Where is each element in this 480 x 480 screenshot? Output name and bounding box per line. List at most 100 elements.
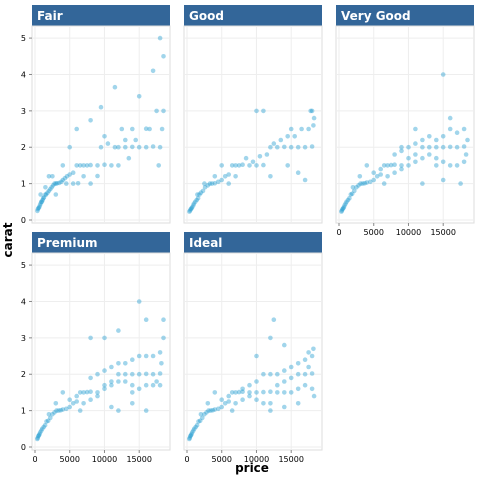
data-point xyxy=(257,154,263,159)
data-point xyxy=(447,126,453,132)
data-point xyxy=(136,353,142,359)
data-point xyxy=(189,205,195,210)
data-point xyxy=(413,152,418,157)
data-point xyxy=(42,422,48,428)
data-point xyxy=(288,144,294,150)
data-point xyxy=(130,371,135,377)
y-tick-label: 1 xyxy=(21,180,26,189)
data-point xyxy=(392,152,397,157)
data-point xyxy=(84,389,90,395)
facet-strip-label: Very Good xyxy=(341,9,411,23)
data-point xyxy=(285,163,291,168)
data-point xyxy=(292,134,298,139)
data-point xyxy=(193,199,198,205)
data-point xyxy=(344,199,349,205)
data-point xyxy=(62,175,68,181)
y-tick-label: 2 xyxy=(21,143,26,152)
data-point xyxy=(399,163,404,168)
data-point xyxy=(74,393,79,399)
data-point xyxy=(196,419,201,424)
point-group xyxy=(35,35,166,214)
data-point xyxy=(306,126,311,132)
data-point xyxy=(109,379,114,384)
data-point xyxy=(84,163,90,168)
y-tick-label: 5 xyxy=(21,261,26,270)
data-point xyxy=(95,371,100,377)
data-point xyxy=(295,144,301,150)
data-point xyxy=(143,144,149,150)
data-point xyxy=(447,115,453,121)
data-point xyxy=(159,126,165,132)
data-point xyxy=(150,68,156,74)
data-point xyxy=(157,350,163,355)
data-point xyxy=(309,144,315,149)
y-tick-label: 1 xyxy=(21,407,26,416)
data-point xyxy=(354,185,359,190)
data-point xyxy=(40,197,45,203)
data-point xyxy=(236,389,242,395)
data-point xyxy=(102,386,107,392)
data-point xyxy=(348,192,354,197)
data-point xyxy=(195,192,200,197)
data-point xyxy=(157,382,163,388)
data-point xyxy=(268,335,273,341)
data-point xyxy=(53,401,59,406)
data-point xyxy=(288,390,294,395)
data-point xyxy=(189,432,194,437)
data-point xyxy=(302,382,308,388)
data-point xyxy=(95,393,100,399)
data-point xyxy=(420,155,425,161)
data-point xyxy=(43,185,48,190)
data-point xyxy=(102,382,107,388)
data-point xyxy=(59,179,64,185)
data-point xyxy=(81,163,86,168)
data-point xyxy=(440,72,446,77)
data-point xyxy=(299,126,304,132)
point-group xyxy=(339,72,470,214)
data-point xyxy=(74,399,79,404)
data-point xyxy=(311,346,316,352)
data-point xyxy=(427,152,432,157)
data-point xyxy=(302,371,308,377)
data-point xyxy=(161,335,166,341)
data-point xyxy=(341,205,347,210)
data-point xyxy=(202,412,207,417)
data-point xyxy=(45,190,50,195)
facet-panel-very-good: Very Good 0 5000 10000 15000 xyxy=(335,5,475,237)
data-point xyxy=(109,163,114,168)
data-point xyxy=(143,382,149,388)
data-point xyxy=(340,206,345,212)
data-point xyxy=(434,163,439,168)
data-point xyxy=(188,206,194,212)
data-point xyxy=(209,181,215,186)
data-point xyxy=(41,424,46,430)
data-point xyxy=(154,108,159,114)
data-point xyxy=(161,108,166,114)
data-point xyxy=(275,390,280,395)
data-point xyxy=(406,163,411,168)
data-point xyxy=(288,364,294,370)
y-tick-label: 4 xyxy=(21,70,26,79)
data-point xyxy=(268,401,273,406)
data-point xyxy=(36,433,41,439)
data-point xyxy=(116,371,121,377)
data-point xyxy=(39,428,44,433)
data-point xyxy=(229,163,235,168)
data-point xyxy=(440,177,446,183)
data-point xyxy=(216,406,221,412)
data-point xyxy=(427,134,432,139)
data-point xyxy=(399,144,404,150)
data-point xyxy=(254,163,259,168)
data-point xyxy=(205,183,211,188)
data-point xyxy=(247,382,252,388)
facet-strip xyxy=(184,5,322,26)
data-point xyxy=(311,123,316,128)
data-point xyxy=(378,172,384,177)
data-point xyxy=(54,408,59,413)
data-point xyxy=(219,177,224,183)
data-point xyxy=(454,130,460,135)
data-point xyxy=(194,197,199,203)
data-point xyxy=(189,430,195,435)
data-point xyxy=(371,177,377,183)
data-point xyxy=(52,181,57,186)
